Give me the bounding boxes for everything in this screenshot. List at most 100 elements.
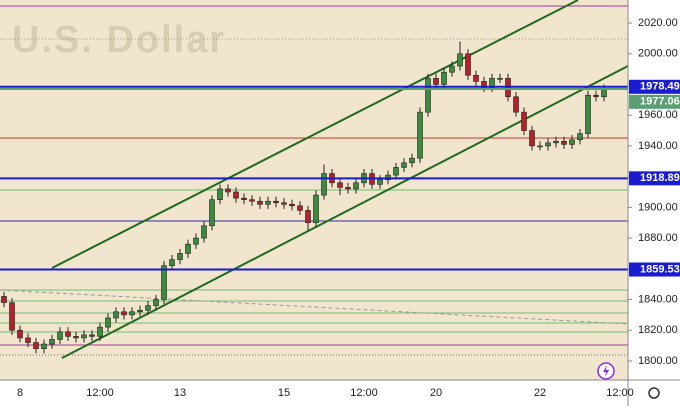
candle-body <box>249 199 255 202</box>
candle-body <box>401 162 407 168</box>
candle-body <box>233 191 239 199</box>
candle-body <box>25 337 31 343</box>
candle-body <box>49 339 55 345</box>
candle-body <box>145 305 151 311</box>
candle-body <box>441 71 447 85</box>
candle-body <box>81 334 87 339</box>
candle-body <box>545 142 551 147</box>
candle-body <box>137 309 143 313</box>
candle-body <box>241 197 247 200</box>
candle-body <box>569 139 575 145</box>
candle-body <box>537 145 543 148</box>
level-label-box <box>629 171 680 186</box>
watermark: U.S. Dollar <box>12 19 226 61</box>
candle-body <box>393 167 399 176</box>
drawings <box>0 0 629 359</box>
candle-body <box>577 133 583 141</box>
y-tick-label: 1960.00 <box>638 109 678 121</box>
candle-body <box>433 78 439 85</box>
level-label-box <box>629 262 680 277</box>
candle-body <box>553 141 559 144</box>
candle-body <box>169 259 175 267</box>
candle-body <box>129 311 135 316</box>
level-label: 1978.49 <box>640 81 680 93</box>
candle-body <box>345 187 351 190</box>
candle-body <box>209 199 215 227</box>
candle-body <box>281 202 287 205</box>
candle-body <box>497 78 503 80</box>
y-tick-label: 2020.00 <box>638 17 678 29</box>
candle-body <box>257 200 263 205</box>
y-tick-label: 1800.00 <box>638 355 678 367</box>
candle-body <box>353 182 359 190</box>
candle-body <box>601 88 607 98</box>
level-label-box <box>629 79 680 94</box>
candle-body <box>473 74 479 82</box>
candle-body <box>121 311 127 316</box>
candle-body <box>321 173 327 196</box>
candle-body <box>305 210 311 224</box>
settings-icon[interactable] <box>648 387 660 399</box>
candle-body <box>337 182 343 188</box>
candle-body <box>97 326 103 337</box>
axes: 1800.001820.001840.001860.001880.001900.… <box>17 17 680 399</box>
candle-body <box>225 188 231 193</box>
x-tick-label: 22 <box>534 387 546 399</box>
x-tick-label: 12:00 <box>86 387 114 399</box>
candle-body <box>33 342 39 349</box>
y-tick-label: 2000.00 <box>638 48 678 60</box>
candle-body <box>217 188 223 200</box>
candle-body <box>409 157 415 164</box>
candle-body <box>425 78 431 113</box>
x-tick-label: 12:00 <box>606 387 634 399</box>
level-label: 1977.06 <box>640 96 680 108</box>
candle-body <box>57 331 63 340</box>
candle-body <box>185 243 191 254</box>
level-label: 1918.89 <box>640 172 680 184</box>
y-tick-label: 1940.00 <box>638 140 678 152</box>
candle-body <box>153 299 159 306</box>
candle-body <box>377 179 383 185</box>
y-tick-label: 1880.00 <box>638 232 678 244</box>
x-tick-label: 12:00 <box>350 387 378 399</box>
candle-body <box>105 317 111 328</box>
price-axis <box>628 0 680 406</box>
candle-body <box>265 200 271 205</box>
candle-body <box>89 334 95 337</box>
y-tick-label: 1900.00 <box>638 201 678 213</box>
x-tick-label: 20 <box>430 387 442 399</box>
candle-body <box>585 94 591 134</box>
candle-body <box>313 194 319 224</box>
candle-body <box>289 203 295 207</box>
candle-body <box>201 225 207 239</box>
candle-body <box>113 311 119 319</box>
candle-body <box>1 296 7 303</box>
candle-body <box>17 329 23 339</box>
candle-body <box>297 205 303 211</box>
candle-body <box>273 200 279 204</box>
candles <box>0 41 628 354</box>
candle-body <box>513 96 519 113</box>
candle-body <box>593 94 599 98</box>
alert-icon-bolt <box>603 365 609 377</box>
y-tick-label: 1820.00 <box>638 324 678 336</box>
candle-body <box>457 53 463 67</box>
x-tick-label: 13 <box>174 387 186 399</box>
candle-body <box>417 111 423 159</box>
candle-body <box>449 65 455 73</box>
time-axis <box>0 380 628 406</box>
candle-body <box>529 130 535 147</box>
candle-body <box>193 237 199 245</box>
x-tick-label: 8 <box>17 387 23 399</box>
candle-body <box>465 53 471 76</box>
y-tick-label: 1840.00 <box>638 293 678 305</box>
x-tick-label: 15 <box>278 387 290 399</box>
candle-body <box>41 343 47 349</box>
candle-body <box>161 265 167 300</box>
candle-body <box>177 253 183 260</box>
candle-body <box>521 111 527 131</box>
level-label: 1859.53 <box>640 263 680 275</box>
candle-body <box>73 336 79 339</box>
level-label-box <box>629 94 680 109</box>
